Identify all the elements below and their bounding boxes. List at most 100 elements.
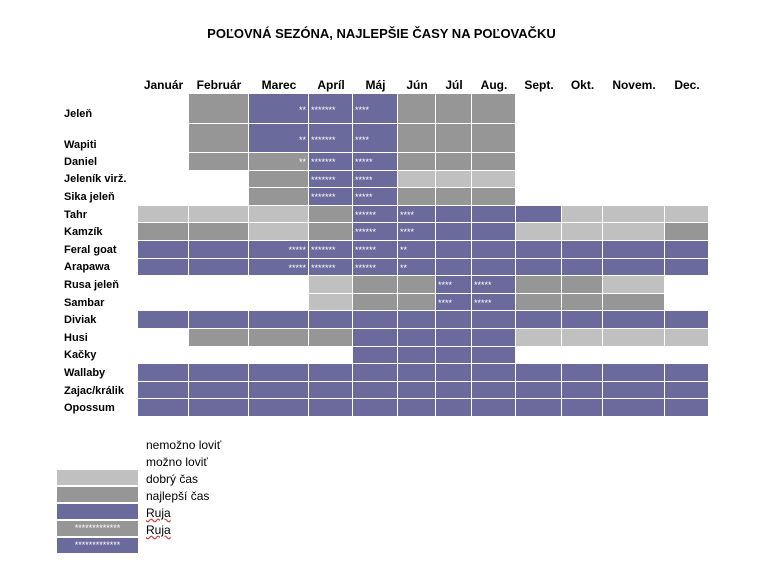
season-cell: [436, 364, 472, 382]
season-cell: [516, 364, 562, 382]
month-header: Sept.: [524, 78, 554, 92]
season-cell: [665, 329, 709, 347]
season-cell: [516, 381, 562, 400]
season-cell: [309, 329, 353, 347]
season-cell: [398, 223, 436, 241]
row-label: Jeleník virž.: [64, 173, 127, 186]
season-cell: [398, 346, 436, 365]
season-cell: [309, 223, 353, 241]
season-cell: [353, 94, 398, 124]
legend-label: nemožno loviť: [146, 438, 222, 452]
season-cell: [665, 311, 709, 329]
season-cell: [353, 223, 398, 241]
season-cell: [309, 311, 353, 329]
row-label: Husi: [64, 331, 88, 344]
season-cell: [436, 205, 472, 224]
rut-marks: ****: [355, 105, 370, 115]
season-cell: [353, 364, 398, 382]
season-cell: [665, 205, 709, 224]
rut-marks: *******: [311, 157, 336, 167]
season-cell: [138, 258, 189, 277]
month-header: Aug.: [480, 78, 508, 92]
chart-title: POĽOVNÁ SEZÓNA, NAJLEPŠIE ČASY NA POĽOVA…: [207, 26, 556, 41]
season-cell: [472, 293, 516, 312]
season-cell: [353, 293, 398, 312]
season-cell: [436, 399, 472, 417]
season-cell: [603, 329, 665, 347]
season-cell: [249, 241, 309, 259]
rut-marks: *******: [311, 174, 336, 185]
season-cell: [436, 153, 472, 171]
season-cell: [189, 153, 249, 171]
season-cell: [516, 258, 562, 277]
season-cell: [353, 399, 398, 417]
season-cell: [398, 170, 436, 189]
month-header: Okt.: [570, 78, 595, 92]
season-cell: [309, 170, 353, 189]
hunting-season-table: Január Február Marec Apríl Máj Jún Júl Aug. Sept…: [64, 78, 709, 417]
month-header: Apríl: [317, 78, 345, 92]
season-cell: [309, 205, 353, 224]
season-cell: [189, 399, 249, 417]
season-cell: [472, 241, 516, 259]
season-cell: [249, 258, 309, 277]
season-cell: [562, 381, 603, 400]
row-label: Arapawa: [64, 261, 110, 274]
season-cell: [138, 241, 189, 259]
row-label: Jeleň: [64, 108, 93, 120]
legend-label: Ruja: [146, 523, 171, 537]
season-cell: [516, 276, 562, 294]
season-cell: [309, 188, 353, 206]
rut-marks: *******: [311, 192, 336, 203]
season-cell: [138, 311, 189, 329]
season-cell: [189, 311, 249, 329]
season-cell: [472, 381, 516, 400]
season-cell: [309, 293, 353, 312]
season-cell: [398, 94, 436, 124]
row-label: Feral goat: [64, 243, 117, 256]
season-cell: [353, 188, 398, 206]
rut-marks: *****: [355, 157, 373, 167]
season-cell: [436, 346, 472, 365]
season-cell: [398, 399, 436, 417]
season-cell: [353, 258, 398, 277]
month-header: Dec.: [674, 78, 700, 92]
season-cell: [516, 223, 562, 241]
rut-marks: ****: [438, 297, 453, 308]
season-cell: [398, 258, 436, 277]
season-cell: [665, 258, 709, 277]
season-cell: [603, 311, 665, 329]
rut-marks: ******: [355, 245, 377, 255]
legend-label: možno loviť: [146, 455, 208, 469]
legend-swatch: *************: [57, 538, 138, 554]
legend-label: Ruja: [146, 506, 171, 520]
season-cell: [472, 205, 516, 224]
row-label: Opossum: [64, 402, 115, 415]
season-cell: [472, 329, 516, 347]
rut-marks: *****: [355, 192, 373, 203]
season-cell: [603, 241, 665, 259]
legend-label: najlepší čas: [146, 489, 210, 503]
season-cell: [472, 94, 516, 124]
season-cell: [562, 205, 603, 224]
season-cell: [189, 381, 249, 400]
season-cell: [472, 258, 516, 277]
season-cell: [398, 293, 436, 312]
season-cell: [138, 381, 189, 400]
row-label: Daniel: [64, 155, 98, 168]
season-cell: [603, 205, 665, 224]
season-cell: [603, 223, 665, 241]
rut-marks: **: [400, 262, 408, 273]
season-cell: [665, 399, 709, 417]
season-cell: [138, 205, 189, 224]
season-cell: [665, 223, 709, 241]
season-cell: [353, 170, 398, 189]
month-header: Máj: [365, 78, 386, 92]
season-cell: [309, 399, 353, 417]
season-cell: [189, 329, 249, 347]
season-cell: [398, 153, 436, 171]
season-cell: [353, 153, 398, 171]
season-cell: [603, 293, 665, 312]
rut-marks: *******: [311, 105, 336, 115]
season-cell: [353, 381, 398, 400]
